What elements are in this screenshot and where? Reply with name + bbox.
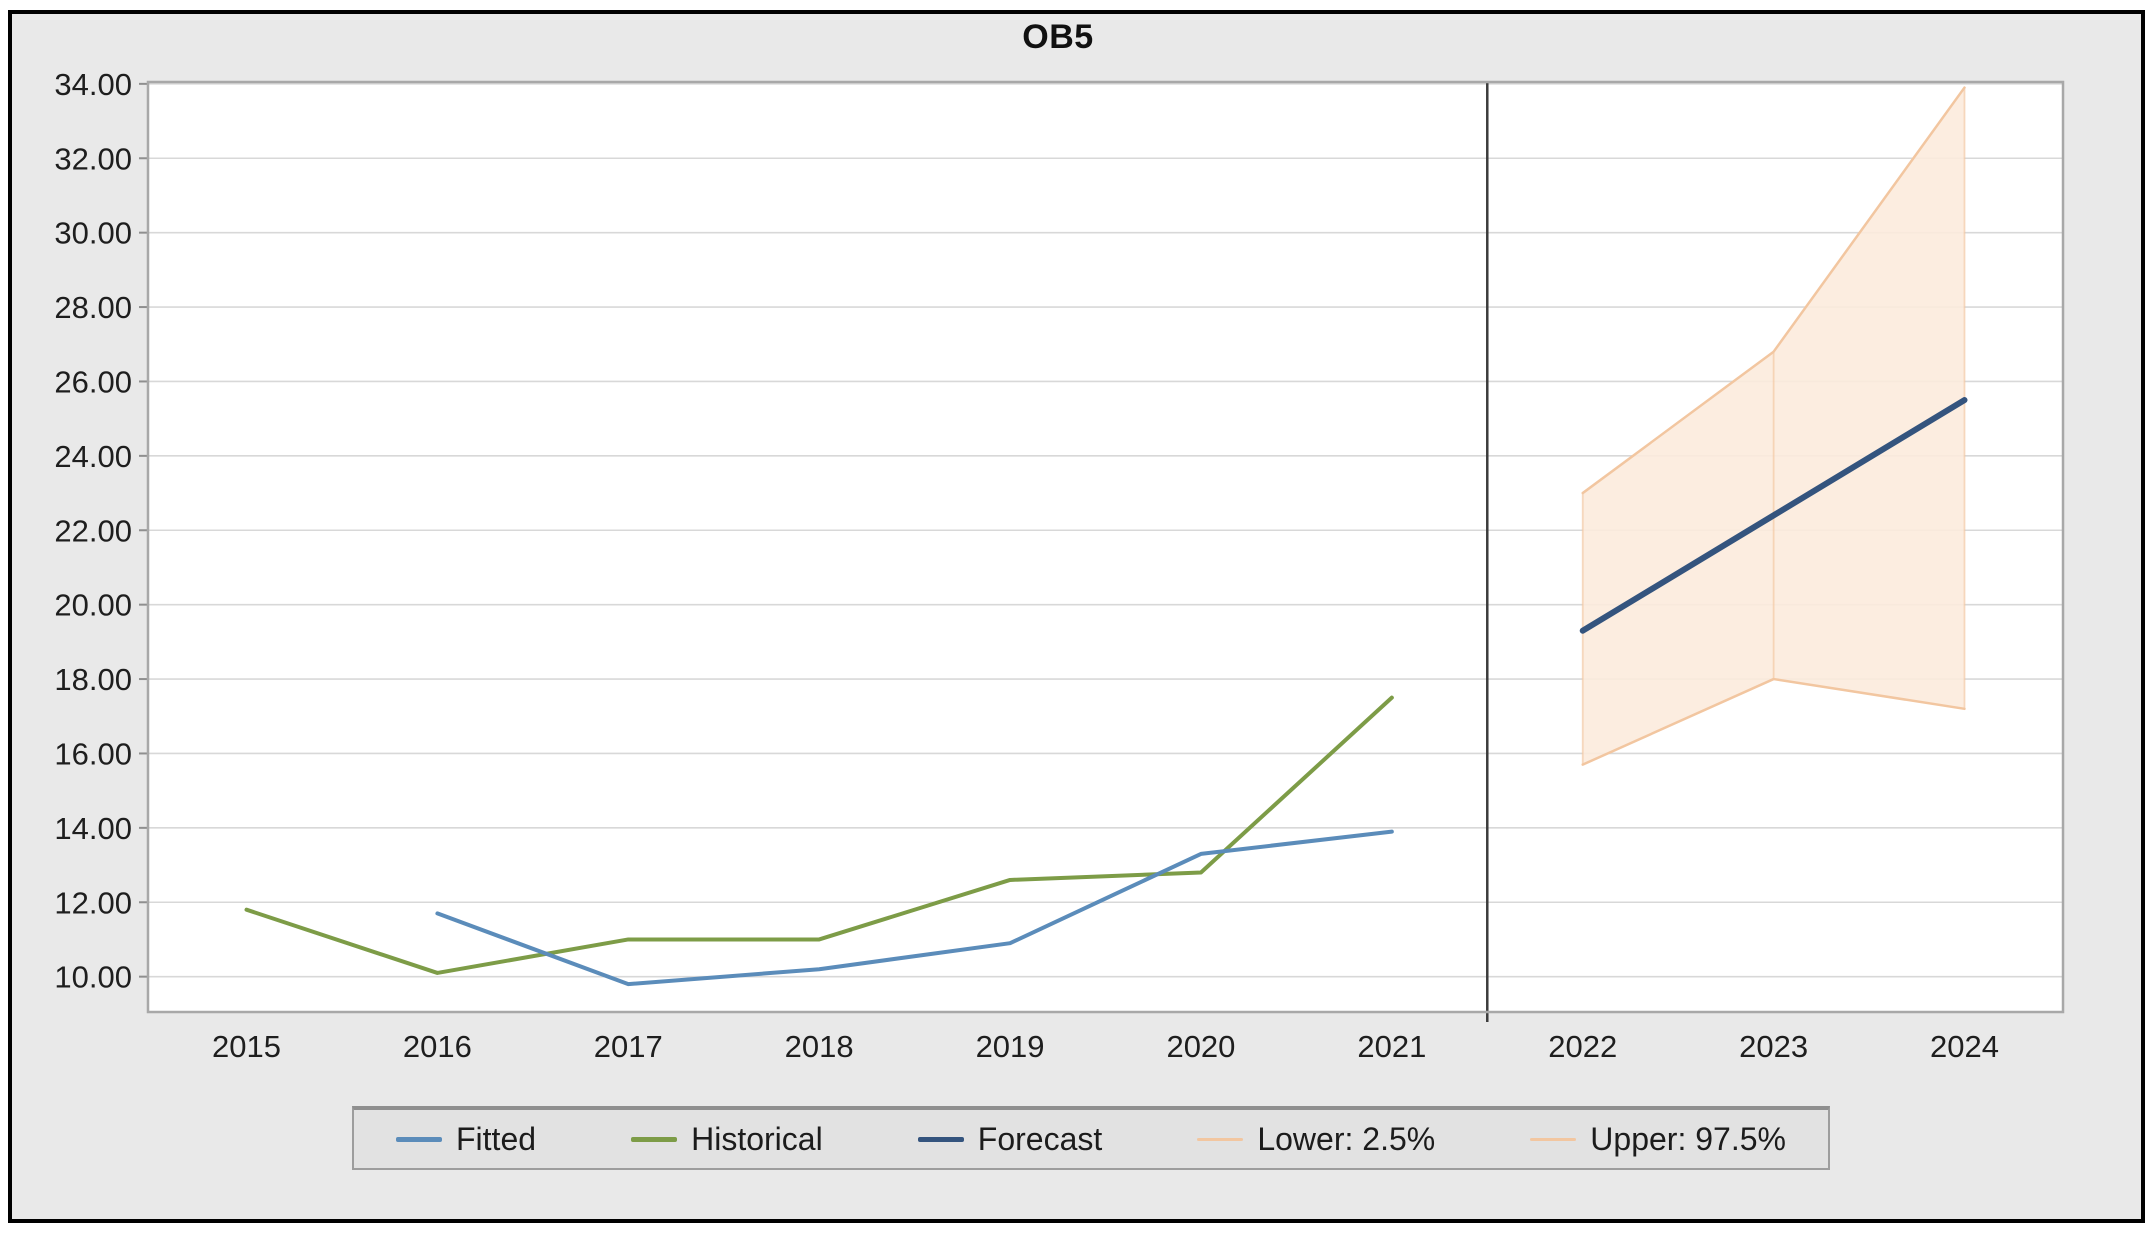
y-tick-label: 10.00 (54, 960, 132, 995)
y-tick-label: 34.00 (54, 67, 132, 102)
x-tick-label: 2019 (976, 1029, 1045, 1064)
legend-label: Fitted (456, 1120, 537, 1157)
y-tick-label: 32.00 (54, 141, 132, 176)
x-tick-label: 2017 (594, 1029, 663, 1064)
y-tick-label: 18.00 (54, 662, 132, 697)
legend-item: Historical (631, 1121, 823, 1158)
x-tick-label: 2022 (1548, 1029, 1617, 1064)
legend-line-swatch (631, 1136, 678, 1142)
historical-line (244, 695, 1394, 975)
forecast-line (1579, 397, 1968, 634)
legend-line-swatch (917, 1136, 964, 1142)
legend-item: Fitted (396, 1121, 536, 1158)
x-tick-label: 2023 (1739, 1029, 1808, 1064)
lower-bound-line (1581, 677, 1966, 766)
chart-title: OB5 (1022, 18, 1094, 56)
fitted-line (435, 829, 1394, 987)
y-tick-label: 28.00 (54, 290, 132, 325)
legend-label: Upper: 97.5% (1590, 1120, 1786, 1157)
x-tick-label: 2024 (1930, 1029, 1999, 1064)
legend-label: Forecast (977, 1120, 1103, 1157)
upper-bound-line (1581, 86, 1966, 495)
x-tick-label: 2021 (1357, 1029, 1426, 1064)
plot-border (146, 80, 2065, 1014)
y-tick-label: 26.00 (54, 364, 132, 399)
legend-label: Lower: 2.5% (1257, 1120, 1436, 1157)
x-tick-label: 2018 (785, 1029, 854, 1064)
legend-line-swatch (396, 1136, 442, 1142)
x-tick-label: 2016 (403, 1029, 472, 1064)
legend-line-swatch (1530, 1137, 1577, 1141)
legend-item: Forecast (917, 1120, 1103, 1158)
y-tick-label: 22.00 (54, 513, 132, 548)
legend-item: Upper: 97.5% (1530, 1121, 1786, 1158)
y-tick-label: 16.00 (54, 736, 132, 771)
y-tick-label: 24.00 (54, 439, 132, 474)
y-tick-label: 14.00 (54, 811, 132, 846)
y-tick-label: 30.00 (54, 216, 132, 251)
y-tick-label: 20.00 (54, 588, 132, 623)
y-tick-label: 12.00 (54, 885, 132, 920)
x-tick-label: 2020 (1166, 1029, 1235, 1064)
legend-label: Historical (691, 1120, 823, 1157)
legend-item: Lower: 2.5% (1197, 1121, 1435, 1158)
legend-line-swatch (1197, 1137, 1244, 1141)
x-tick-label: 2015 (212, 1029, 281, 1064)
legend: Fitted Historical Forecast Lower: 2.5% Upper… (352, 1106, 1830, 1170)
